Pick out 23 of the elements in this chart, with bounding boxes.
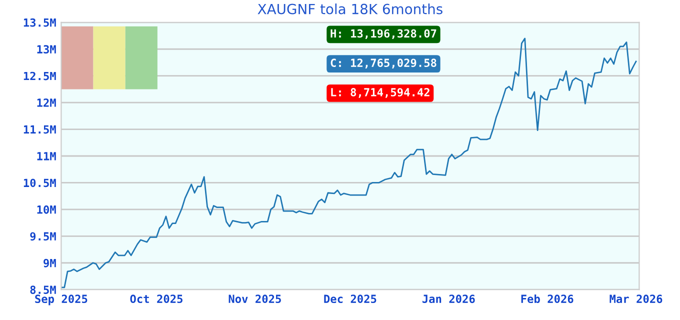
y-tick-label: 9M	[44, 258, 56, 268]
y-tick-label: 13M	[37, 45, 56, 54]
y-tick-label: 8.5M	[30, 286, 56, 294]
x-tick-label: Dec 2025	[324, 294, 376, 304]
y-tick-label: 10.5M	[24, 178, 56, 188]
y-tick-label: 12M	[37, 98, 56, 107]
line-series	[61, 38, 637, 288]
y-tick-label: 10M	[37, 205, 56, 214]
annotation: H: 13,196,328.07	[330, 29, 436, 40]
y-tick-label: 11.5M	[24, 125, 56, 134]
x-tick-label: Feb 2026	[521, 294, 574, 304]
y-tick-label: 9.5M	[30, 232, 56, 241]
chart-title: XAUGNF tola 18K 6months	[258, 4, 442, 14]
x-tick-label: Nov 2025	[228, 294, 281, 304]
annotation: L: 8,714,594.42	[331, 88, 430, 98]
y-tick-label: 12.5M	[24, 72, 56, 80]
y-tick-label: 11M	[37, 152, 56, 160]
x-tick-label: Jan 2026	[422, 294, 475, 304]
x-tick-label: Oct 2025	[130, 294, 182, 304]
y-tick-label: 13.5M	[24, 18, 56, 27]
x-tick-label: Mar 2026	[610, 294, 662, 304]
annotation: C: 12,765,029.58	[330, 58, 436, 68]
x-tick-label: Sep 2025	[35, 294, 88, 306]
